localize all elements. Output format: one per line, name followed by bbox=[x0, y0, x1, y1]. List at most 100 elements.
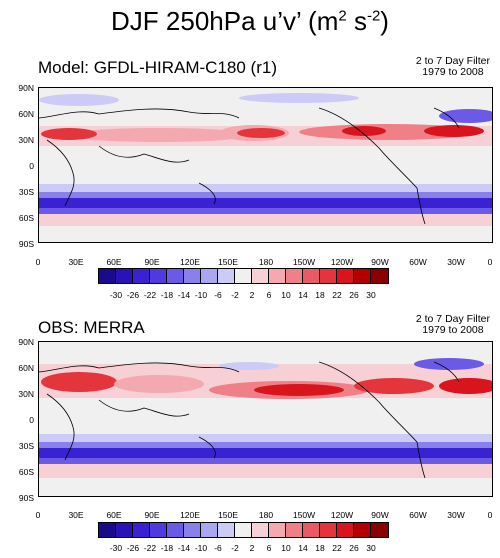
lat-label: 60N bbox=[18, 363, 34, 373]
lon-label: 60E bbox=[106, 510, 122, 520]
colorbar-swatch bbox=[354, 269, 371, 283]
colorbar-swatch bbox=[235, 269, 252, 283]
colorbar-label: -30 bbox=[109, 543, 123, 553]
colorbar-label: 10 bbox=[281, 543, 291, 553]
colorbar-swatch bbox=[201, 269, 218, 283]
lon-label: 30E bbox=[68, 510, 84, 520]
lon-label: 120E bbox=[180, 510, 200, 520]
colorbar-swatch bbox=[371, 523, 388, 537]
colorbar-swatch bbox=[354, 523, 371, 537]
colorbar-label: -10 bbox=[194, 290, 208, 300]
colorbar-swatch bbox=[303, 523, 320, 537]
lon-label: 150W bbox=[292, 257, 316, 267]
lat-label: 60S bbox=[18, 467, 34, 477]
lon-label: 150W bbox=[292, 510, 316, 520]
colorbar-swatch bbox=[184, 269, 201, 283]
lon-label: 0 bbox=[487, 257, 493, 267]
lat-label: 60S bbox=[18, 213, 34, 223]
colorbar-swatch bbox=[286, 523, 303, 537]
colorbar-swatch bbox=[252, 269, 269, 283]
colorbar-label: -22 bbox=[143, 290, 157, 300]
colorbar-label: 18 bbox=[315, 290, 325, 300]
colorbar-swatch bbox=[99, 523, 116, 537]
lat-label: 30N bbox=[18, 389, 34, 399]
colorbar-label: 22 bbox=[332, 543, 342, 553]
colorbar-swatch bbox=[167, 269, 184, 283]
lon-label: 180 bbox=[258, 257, 274, 267]
colorbar-swatch bbox=[150, 523, 167, 537]
colorbar-swatch bbox=[269, 269, 286, 283]
colorbar-swatch bbox=[320, 269, 337, 283]
colorbar-label: -26 bbox=[126, 543, 140, 553]
colorbar-label: 30 bbox=[366, 543, 376, 553]
colorbar-swatch bbox=[150, 269, 167, 283]
colorbar-swatch bbox=[133, 269, 150, 283]
colorbar-swatch bbox=[235, 523, 252, 537]
lon-label: 90E bbox=[144, 257, 160, 267]
lon-label: 90E bbox=[144, 510, 160, 520]
lat-label: 30S bbox=[18, 441, 34, 451]
colorbar-label: -2 bbox=[231, 543, 239, 553]
colorbar-swatch bbox=[116, 523, 133, 537]
colorbar-obs bbox=[98, 522, 389, 538]
lat-label: 90S bbox=[18, 239, 34, 249]
lat-label: 90N bbox=[18, 83, 34, 93]
colorbar-swatch bbox=[286, 269, 303, 283]
lon-label: 0 bbox=[35, 257, 41, 267]
lon-label: 120E bbox=[180, 257, 200, 267]
colorbar-swatch bbox=[337, 269, 354, 283]
lat-label: 30N bbox=[18, 135, 34, 145]
colorbar-swatch bbox=[133, 523, 150, 537]
colorbar-swatch bbox=[99, 269, 116, 283]
colorbar-label: 30 bbox=[366, 290, 376, 300]
lon-label: 60E bbox=[106, 257, 122, 267]
colorbar-label: 22 bbox=[332, 290, 342, 300]
colorbar-swatch bbox=[218, 269, 235, 283]
colorbar-swatch bbox=[116, 269, 133, 283]
lon-label: 90W bbox=[371, 257, 389, 267]
colorbar-label: -26 bbox=[126, 290, 140, 300]
colorbar-swatch bbox=[269, 523, 286, 537]
lon-label: 90W bbox=[371, 510, 389, 520]
colorbar-label: 6 bbox=[266, 290, 272, 300]
colorbar-swatch bbox=[184, 523, 201, 537]
lat-label: 0 bbox=[29, 415, 34, 425]
colorbar-swatch bbox=[252, 523, 269, 537]
map-panel-obs bbox=[38, 341, 493, 497]
lon-label: 60W bbox=[409, 510, 427, 520]
lon-label: 0 bbox=[35, 510, 41, 520]
lat-label: 90N bbox=[18, 337, 34, 347]
lon-label: 150E bbox=[218, 510, 238, 520]
colorbar-swatch bbox=[371, 269, 388, 283]
colorbar-swatch bbox=[337, 523, 354, 537]
colorbar-label: 2 bbox=[249, 290, 255, 300]
colorbar-label: 2 bbox=[249, 543, 255, 553]
colorbar-label: 10 bbox=[281, 290, 291, 300]
lat-label: 90S bbox=[18, 493, 34, 503]
lon-label: 30W bbox=[447, 257, 465, 267]
lon-label: 60W bbox=[409, 257, 427, 267]
colorbar-label: -2 bbox=[231, 290, 239, 300]
colorbar-label: 6 bbox=[266, 543, 272, 553]
colorbar-label: -30 bbox=[109, 290, 123, 300]
colorbar-label: 26 bbox=[349, 290, 359, 300]
panel-title-obs: OBS: MERRA bbox=[38, 318, 145, 337]
lon-label: 150E bbox=[218, 257, 238, 267]
lon-label: 180 bbox=[258, 510, 274, 520]
colorbar-swatch bbox=[218, 523, 235, 537]
lat-label: 0 bbox=[29, 161, 34, 171]
lat-label: 60N bbox=[18, 109, 34, 119]
map-panel-model bbox=[38, 87, 493, 243]
colorbar-label: 26 bbox=[349, 543, 359, 553]
lon-label: 0 bbox=[487, 510, 493, 520]
colorbar-label: 14 bbox=[298, 290, 308, 300]
colorbar-label: -14 bbox=[177, 290, 191, 300]
figure-title: DJF 250hPa u’v’ (m2 s-2) bbox=[111, 6, 389, 36]
colorbar-label: 14 bbox=[298, 543, 308, 553]
lon-label: 120W bbox=[330, 257, 354, 267]
filter-note-obs: 2 to 7 Day Filter 1979 to 2008 bbox=[415, 313, 490, 336]
lat-label: 30S bbox=[18, 187, 34, 197]
colorbar-swatch bbox=[167, 523, 184, 537]
colorbar-label: -10 bbox=[194, 543, 208, 553]
colorbar-model bbox=[98, 268, 389, 284]
